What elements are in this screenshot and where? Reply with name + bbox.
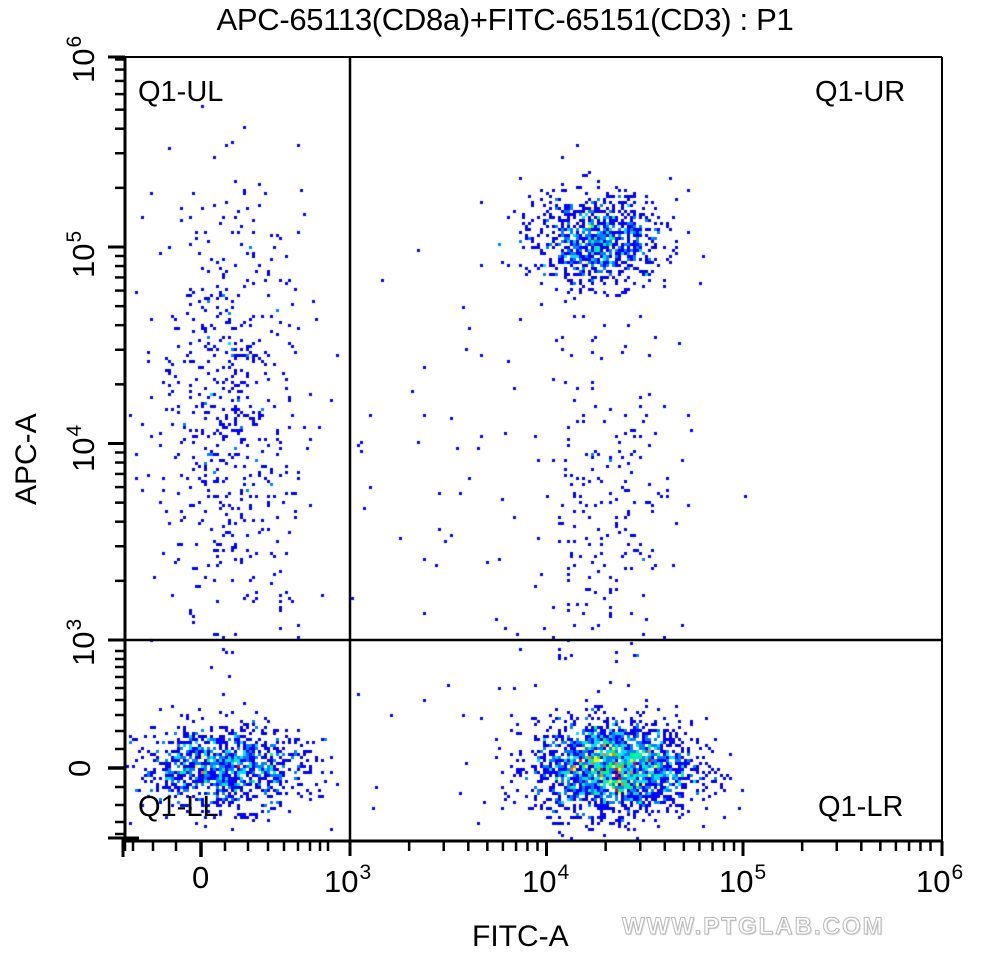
watermark: WWW.PTGLAB.COM [622,913,885,941]
y-axis-label: APC-A [10,413,43,505]
quadrant-label-ll: Q1-LL [138,791,219,823]
y-tick-label: 106 [63,35,101,83]
x-axis-label: FITC-A [472,920,569,953]
y-tick-label: 105 [63,230,101,278]
x-tick-label: 0 [192,860,210,895]
x-tick-label: 104 [522,861,570,899]
quadrant-label-lr: Q1-LR [818,791,904,823]
x-tick-label: 105 [719,861,767,899]
x-tick-label: 106 [916,861,964,899]
y-tick-label: 104 [63,424,101,472]
quadrant-label-ul: Q1-UL [138,76,224,108]
x-tick-label: 103 [324,861,372,899]
y-tick-label: 0 [62,759,97,777]
quadrant-label-ur: Q1-UR [815,76,906,108]
y-tick-label: 103 [63,618,101,666]
